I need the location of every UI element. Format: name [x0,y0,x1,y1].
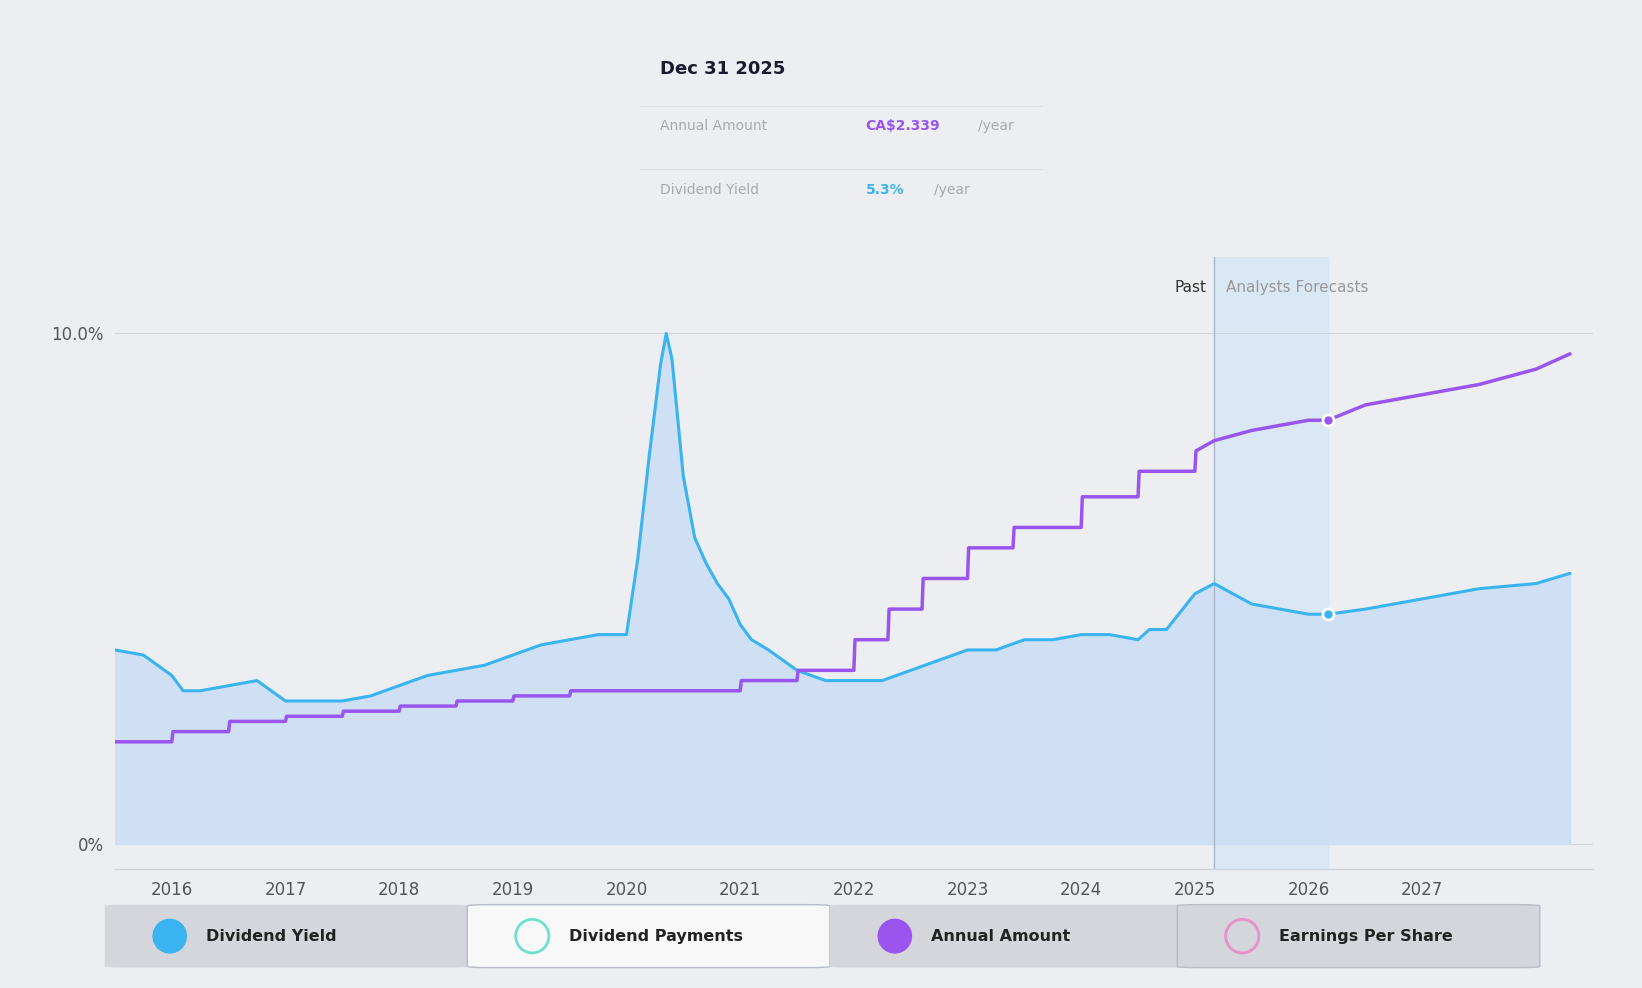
Ellipse shape [878,919,911,952]
Text: Past: Past [1174,281,1207,295]
Text: Dec 31 2025: Dec 31 2025 [660,59,787,78]
Text: /year: /year [934,183,970,197]
Text: 5.3%: 5.3% [865,183,905,197]
FancyBboxPatch shape [468,905,829,967]
Text: Analysts Forecasts: Analysts Forecasts [1225,281,1368,295]
Text: Annual Amount: Annual Amount [660,120,767,133]
Text: Dividend Yield: Dividend Yield [205,929,337,944]
Text: Annual Amount: Annual Amount [931,929,1071,944]
FancyBboxPatch shape [105,905,468,967]
Text: Earnings Per Share: Earnings Per Share [1279,929,1452,944]
Text: Dividend Payments: Dividend Payments [568,929,742,944]
FancyBboxPatch shape [1177,905,1540,967]
FancyBboxPatch shape [829,905,1192,967]
Ellipse shape [153,919,186,952]
Bar [1213,257,1328,869]
Text: CA$2.339: CA$2.339 [865,120,941,133]
Text: Dividend Yield: Dividend Yield [660,183,760,197]
Text: /year: /year [979,120,1015,133]
